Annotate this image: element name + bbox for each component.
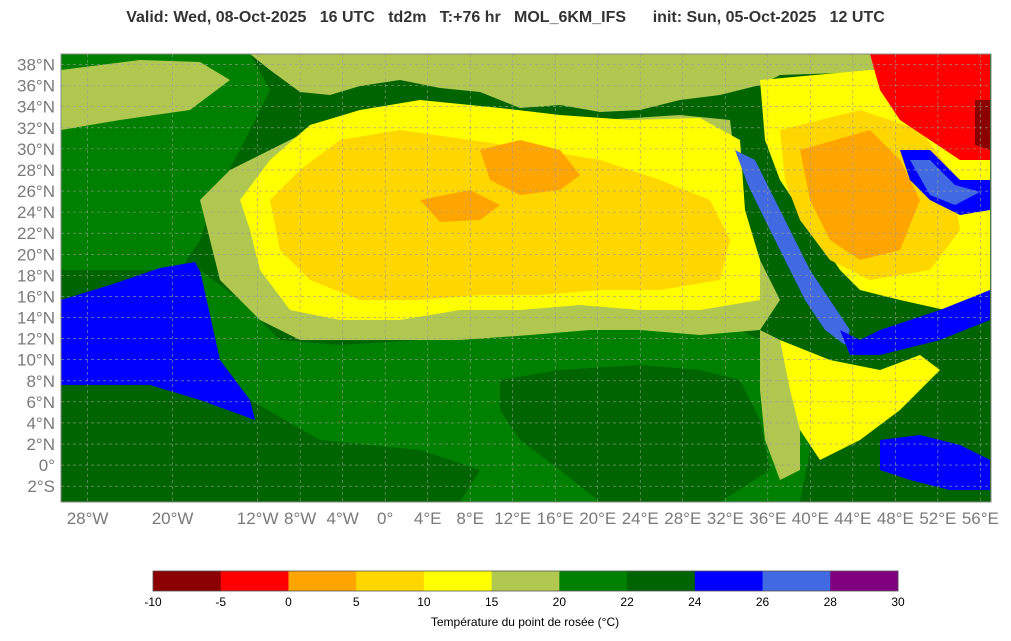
sahara-gold — [270, 130, 730, 300]
colorbar-swatch — [559, 571, 628, 591]
colorbar-swatch — [356, 571, 425, 591]
iran-darkred — [975, 100, 990, 150]
latitude-tick-label: 38°N — [17, 56, 55, 75]
colorbar-frame — [152, 570, 899, 592]
atlantic-band — [61, 120, 240, 190]
latitude-tick-label: 12°N — [17, 330, 55, 349]
colorbar-tick-label: -10 — [144, 595, 162, 609]
map-title: Valid: Wed, 08-Oct-2025 16 UTC td2m T:+7… — [126, 9, 885, 26]
longitude-tick-label: 12°W — [237, 509, 279, 528]
colorbar-swatch — [288, 571, 357, 591]
colorbar-tick-label: 15 — [485, 595, 499, 609]
gridlines — [61, 54, 991, 502]
sahara-orange — [420, 190, 500, 222]
colorbar-tick-label: 0 — [285, 595, 292, 609]
latitude-tick-label: 6°N — [26, 393, 55, 412]
latitude-tick-label: 30°N — [17, 140, 55, 159]
colorbar-tick-label: 10 — [417, 595, 431, 609]
persian-gulf — [910, 160, 980, 205]
map-frame — [60, 53, 992, 503]
longitude-tick-label: 56°E — [962, 509, 999, 528]
latitude-tick-label: 16°N — [17, 287, 55, 306]
longitude-tick-label: 8°W — [284, 509, 316, 528]
latitude-tick-label: 28°N — [17, 161, 55, 180]
dewpoint-field — [61, 54, 991, 502]
mediterranean-sea — [250, 54, 990, 112]
latitude-tick-label: 8°N — [26, 372, 55, 391]
latitude-tick-label: 32°N — [17, 119, 55, 138]
iran-red — [870, 54, 990, 160]
longitude-tick-label: 52°E — [919, 509, 956, 528]
longitude-tick-label: 8°E — [456, 509, 484, 528]
longitude-tick-label: 4°E — [414, 509, 442, 528]
colorbar-tick-label: 20 — [553, 595, 567, 609]
longitude-tick-label: 44°E — [834, 509, 871, 528]
indian-ocean-blue — [880, 435, 990, 490]
colorbar — [152, 570, 899, 592]
colorbar-title: Température du point de rosée (°C) — [431, 615, 619, 629]
atlantic-band — [61, 60, 230, 130]
arabia-orange — [800, 130, 920, 260]
latitude-tick-label: 34°N — [17, 98, 55, 117]
latitude-tick-label: 20°N — [17, 245, 55, 264]
horn-of-africa-green — [760, 330, 800, 480]
longitude-tick-label: 36°E — [749, 509, 786, 528]
colorbar-swatch — [627, 571, 696, 591]
longitude-labels: 28°W 20°W 12°W 8°W 4°W 0° 4°E 8°E 12°E 16°E 20°E 24… — [67, 509, 999, 528]
latitude-tick-label: 36°N — [17, 77, 55, 96]
colorbar-tick-label: 5 — [353, 595, 360, 609]
colorbar-swatch — [491, 571, 560, 591]
longitude-tick-label: 32°E — [707, 509, 744, 528]
colorbar-tick-label: 24 — [688, 595, 702, 609]
colorbar-tick-label: 30 — [891, 595, 905, 609]
longitude-tick-label: 48°E — [877, 509, 914, 528]
latitude-tick-label: 4°N — [26, 414, 55, 433]
horn-of-africa — [780, 340, 940, 460]
latitude-tick-label: 14°N — [17, 309, 55, 328]
longitude-tick-label: 40°E — [792, 509, 829, 528]
latitude-tick-label: 24°N — [17, 203, 55, 222]
longitude-tick-label: 24°E — [622, 509, 659, 528]
colorbar-tick-label: 28 — [824, 595, 838, 609]
latitude-tick-label: 2°N — [26, 435, 55, 454]
red-sea — [735, 150, 850, 345]
colorbar-tick-label: 26 — [756, 595, 770, 609]
latitude-tick-label: 10°N — [17, 351, 55, 370]
longitude-tick-label: 20°W — [152, 509, 194, 528]
colorbar-tick-label: -5 — [215, 595, 226, 609]
colorbar-swatch — [220, 571, 289, 591]
colorbar-swatch — [762, 571, 831, 591]
colorbar-tick-label: 22 — [620, 595, 634, 609]
latitude-tick-label: 26°N — [17, 182, 55, 201]
longitude-tick-label: 28°W — [67, 509, 109, 528]
latitude-tick-label: 0° — [39, 456, 55, 475]
longitude-tick-label: 4°W — [327, 509, 359, 528]
longitude-tick-label: 20°E — [579, 509, 616, 528]
latitude-tick-label: 18°N — [17, 266, 55, 285]
colorbar-swatch — [694, 571, 764, 591]
longitude-tick-label: 16°E — [537, 509, 574, 528]
latitude-tick-label: 2°S — [27, 477, 55, 496]
latitude-tick-label: 22°N — [17, 224, 55, 243]
colorbar-swatch — [830, 571, 899, 591]
colorbar-swatch — [423, 571, 493, 591]
latitude-labels: 38°N 36°N 34°N 32°N 30°N 28°N 26°N 24°N 22°N 20°N… — [17, 56, 55, 497]
longitude-tick-label: 28°E — [664, 509, 701, 528]
gulf-of-guinea — [61, 400, 480, 502]
longitude-tick-label: 12°E — [494, 509, 531, 528]
longitude-tick-label: 0° — [377, 509, 393, 528]
colorbar-labels: -10 -5 0 5 10 15 20 22 24 26 28 30 — [144, 595, 905, 609]
colorbar-swatch — [153, 571, 222, 591]
land-tropical-dark — [500, 365, 770, 502]
